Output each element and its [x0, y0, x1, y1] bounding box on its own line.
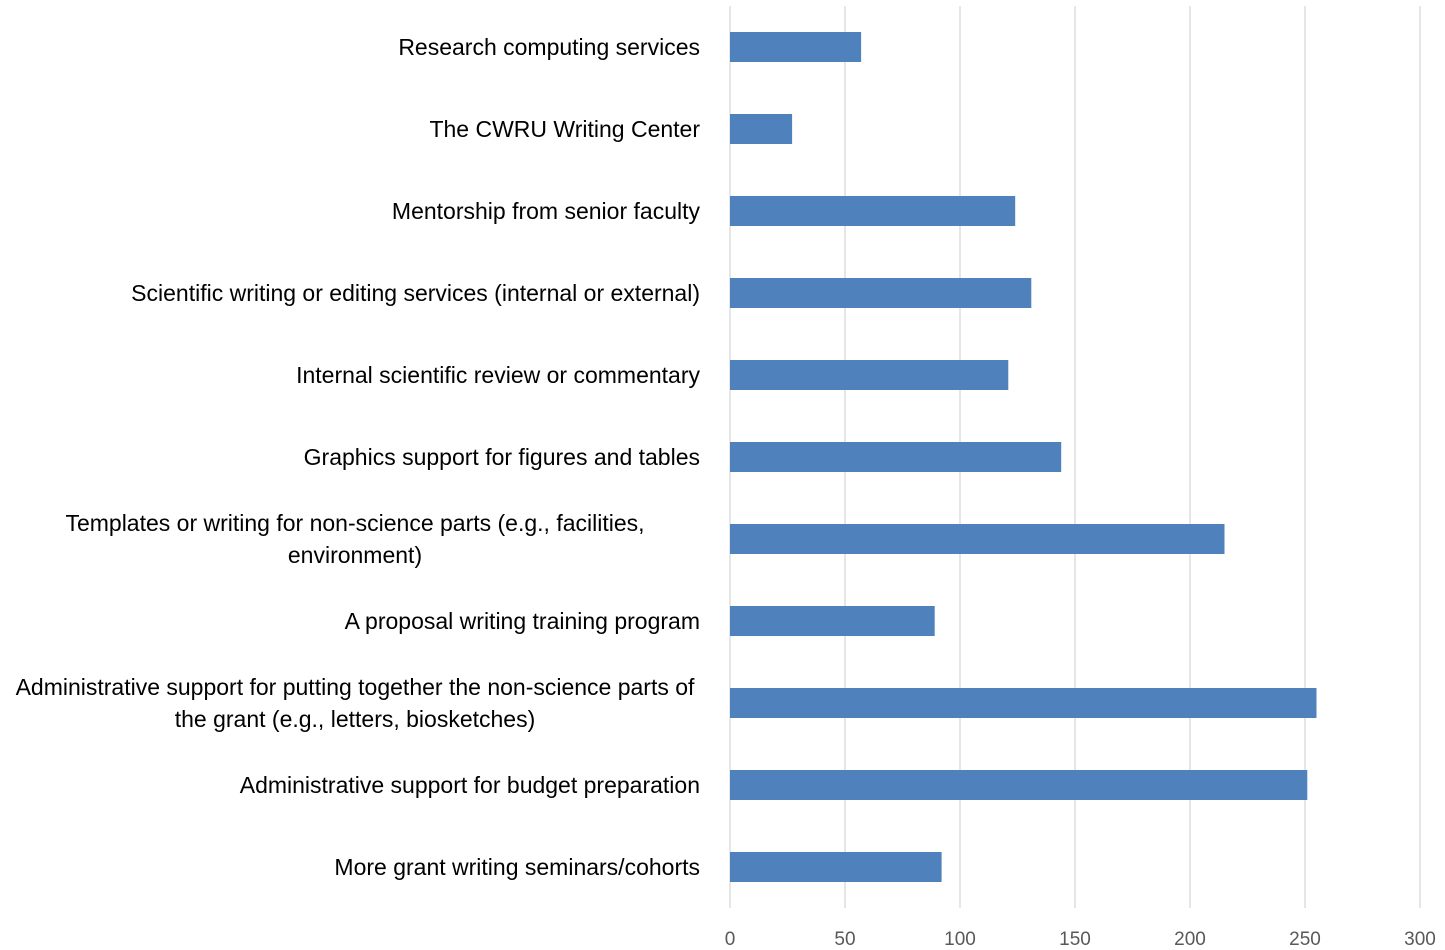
y-tick-label: The CWRU Writing Center — [429, 115, 700, 142]
x-tick-label: 0 — [725, 929, 736, 950]
y-tick-label-box: The CWRU Writing Center — [10, 113, 700, 145]
y-tick-label: Scientific writing or editing services (… — [131, 279, 700, 306]
bar — [730, 442, 1062, 472]
bar — [730, 196, 1016, 226]
bar — [730, 770, 1308, 800]
bar — [730, 688, 1317, 718]
y-tick-label: Internal scientific review or commentary — [296, 361, 700, 388]
x-tick-label: 150 — [1059, 929, 1091, 950]
y-tick-label-box: Administrative support for putting toget… — [10, 671, 700, 735]
bar — [730, 360, 1009, 390]
y-tick-label: More grant writing seminars/cohorts — [334, 853, 700, 880]
bar — [730, 114, 793, 144]
y-tick-label-box: Administrative support for budget prepar… — [10, 769, 700, 801]
y-tick-label: Graphics support for figures and tables — [303, 443, 700, 470]
bar — [730, 524, 1225, 554]
y-tick-label: Research computing services — [398, 33, 700, 60]
y-tick-label-box: A proposal writing training program — [10, 605, 700, 637]
y-tick-label-box: Graphics support for figures and tables — [10, 441, 700, 473]
x-tick-label: 200 — [1174, 929, 1206, 950]
x-tick-label: 100 — [944, 929, 976, 950]
y-tick-label: Administrative support for putting toget… — [15, 673, 695, 732]
bar — [730, 606, 935, 636]
y-tick-label: A proposal writing training program — [344, 607, 700, 634]
x-tick-label: 300 — [1404, 929, 1436, 950]
y-tick-label: Templates or writing for non-science par… — [65, 509, 645, 568]
bar — [730, 32, 862, 62]
bar — [730, 278, 1032, 308]
x-tick-label: 250 — [1289, 929, 1321, 950]
y-tick-label: Administrative support for budget prepar… — [239, 771, 700, 798]
x-tick-label: 50 — [834, 929, 855, 950]
y-tick-label-box: Templates or writing for non-science par… — [10, 507, 700, 571]
bar — [730, 852, 942, 882]
y-tick-label-box: Research computing services — [10, 31, 700, 63]
y-tick-label: Mentorship from senior faculty — [391, 197, 700, 224]
y-tick-label-box: Mentorship from senior faculty — [10, 195, 700, 227]
y-tick-label-box: Internal scientific review or commentary — [10, 359, 700, 391]
y-tick-label-box: Scientific writing or editing services (… — [10, 277, 700, 309]
y-tick-label-box: More grant writing seminars/cohorts — [10, 851, 700, 883]
